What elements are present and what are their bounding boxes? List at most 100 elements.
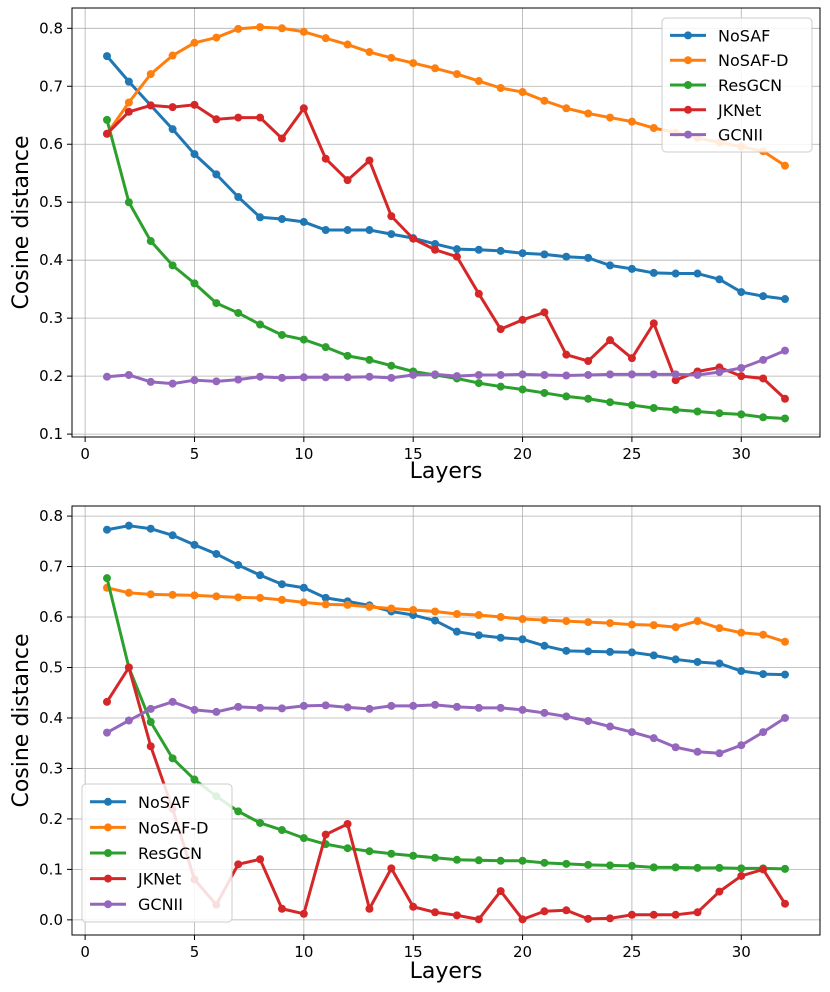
data-point-nosaf-d — [387, 53, 396, 62]
y-tick-label: 0.2 — [39, 367, 63, 385]
data-point-resgcn — [606, 398, 615, 407]
data-point-jknet — [343, 176, 352, 185]
data-point-nosaf-d — [321, 600, 330, 609]
data-point-nosaf-d — [168, 590, 177, 599]
data-point-gcnii — [321, 373, 330, 382]
legend: NoSAF NoSAF-D ResGCN JKNet GCNII — [661, 17, 813, 153]
data-point-gcnii — [649, 734, 658, 743]
data-point-nosaf-d — [299, 598, 308, 607]
y-tick-label: 0.5 — [39, 659, 63, 677]
data-point-nosaf — [737, 288, 746, 297]
data-point-nosaf — [627, 264, 636, 273]
data-point-nosaf — [759, 292, 768, 301]
data-point-nosaf-d — [190, 591, 199, 600]
x-tick-label: 5 — [190, 445, 200, 463]
data-point-gcnii — [365, 704, 374, 713]
data-point-resgcn — [649, 404, 658, 413]
data-point-jknet — [256, 113, 265, 122]
data-point-gcnii — [190, 376, 199, 385]
data-point-resgcn — [562, 392, 571, 401]
data-point-gcnii — [584, 370, 593, 379]
data-point-jknet — [562, 906, 571, 915]
x-tick-label: 30 — [732, 445, 751, 463]
data-point-resgcn — [518, 385, 527, 394]
data-point-nosaf — [649, 651, 658, 660]
legend-swatch-marker — [104, 900, 112, 909]
legend-box — [81, 783, 233, 923]
y-tick-label: 0.5 — [39, 193, 63, 211]
y-tick-label: 0.4 — [39, 251, 63, 269]
x-tick-label: 0 — [80, 445, 90, 463]
data-point-jknet — [299, 104, 308, 113]
data-point-resgcn — [321, 343, 330, 352]
data-point-resgcn — [343, 844, 352, 853]
legend-label: JKNet — [137, 870, 181, 889]
data-point-resgcn — [256, 320, 265, 329]
data-point-jknet — [409, 234, 418, 243]
data-point-jknet — [737, 871, 746, 880]
data-point-resgcn — [781, 864, 790, 873]
data-point-nosaf-d — [693, 617, 702, 626]
legend-label: NoSAF — [138, 793, 190, 812]
y-tick-label: 0.1 — [39, 425, 63, 443]
data-point-resgcn — [540, 388, 549, 397]
x-tick-label: 15 — [404, 445, 423, 463]
data-point-nosaf — [168, 125, 177, 134]
legend-swatch-marker — [684, 81, 692, 89]
data-point-resgcn — [781, 414, 790, 423]
data-point-jknet — [518, 915, 527, 924]
legend-swatch-marker — [104, 797, 112, 806]
data-point-nosaf-d — [234, 593, 243, 602]
data-point-jknet — [146, 101, 155, 110]
data-point-gcnii — [606, 370, 615, 379]
data-point-nosaf-d — [256, 593, 265, 602]
data-point-resgcn — [234, 308, 243, 317]
data-point-nosaf — [452, 627, 461, 636]
y-tick-label: 0.6 — [39, 135, 63, 153]
data-point-gcnii — [168, 697, 177, 706]
data-point-nosaf — [102, 52, 111, 61]
data-point-resgcn — [606, 861, 615, 870]
data-point-gcnii — [452, 372, 461, 381]
data-point-resgcn — [540, 858, 549, 867]
data-point-nosaf — [452, 245, 461, 254]
y-tick-label: 0.7 — [39, 77, 63, 95]
data-point-nosaf — [321, 226, 330, 235]
data-point-gcnii — [496, 370, 505, 379]
series-jknet — [102, 100, 790, 403]
data-point-resgcn — [627, 401, 636, 410]
data-point-gcnii — [277, 373, 286, 382]
data-point-nosaf — [190, 540, 199, 549]
data-point-resgcn — [474, 379, 483, 388]
data-point-nosaf — [234, 192, 243, 201]
plot-frame — [71, 7, 821, 438]
data-point-nosaf — [627, 648, 636, 657]
data-point-nosaf — [715, 275, 724, 284]
chart-panel-2: 0 5 10 15 20 25 30 0.0 0.1 0.2 0.3 0.4 0.5 0.6 0.7 0.8 L… — [9, 505, 821, 984]
data-point-resgcn — [124, 198, 133, 207]
data-point-gcnii — [212, 377, 221, 386]
data-point-nosaf — [299, 217, 308, 226]
y-axis-title: Cosine distance — [9, 633, 34, 807]
data-point-nosaf-d — [212, 592, 221, 601]
y-tick-label: 0.1 — [39, 860, 63, 878]
data-point-gcnii — [474, 370, 483, 379]
data-point-resgcn — [365, 355, 374, 364]
data-point-nosaf — [474, 245, 483, 254]
data-point-jknet — [606, 336, 615, 345]
data-point-nosaf-d — [387, 604, 396, 613]
data-point-nosaf — [540, 641, 549, 650]
data-point-gcnii — [671, 370, 680, 379]
data-point-resgcn — [146, 237, 155, 246]
data-point-gcnii — [409, 370, 418, 379]
data-point-jknet — [212, 115, 221, 124]
data-point-resgcn — [518, 856, 527, 865]
series-gcnii — [102, 346, 790, 388]
data-point-nosaf — [606, 261, 615, 270]
data-point-nosaf-d — [474, 77, 483, 86]
data-point-nosaf-d — [431, 64, 440, 73]
data-point-nosaf — [474, 631, 483, 640]
legend-label: NoSAF — [718, 26, 770, 45]
data-point-jknet — [409, 902, 418, 911]
